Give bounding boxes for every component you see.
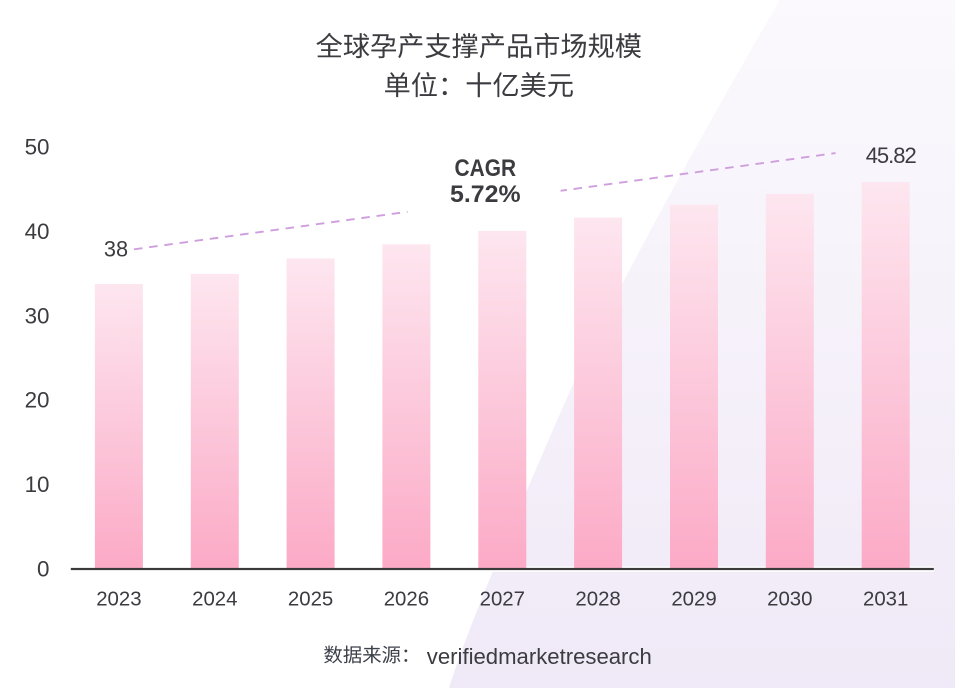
svg-text:2028: 2028 xyxy=(575,588,620,610)
svg-text:40: 40 xyxy=(25,219,50,244)
svg-text:2023: 2023 xyxy=(96,588,141,610)
svg-text:0: 0 xyxy=(37,556,49,581)
svg-text:5.72%: 5.72% xyxy=(450,181,521,208)
svg-text:20: 20 xyxy=(25,388,50,413)
svg-text:38: 38 xyxy=(104,237,128,262)
svg-text:CAGR: CAGR xyxy=(455,155,517,182)
svg-text:30: 30 xyxy=(25,303,50,328)
svg-text:2027: 2027 xyxy=(480,588,525,610)
svg-text:50: 50 xyxy=(25,135,50,160)
svg-text:45.82: 45.82 xyxy=(866,143,917,168)
svg-text:2025: 2025 xyxy=(288,588,333,610)
svg-text:2024: 2024 xyxy=(192,588,237,610)
svg-text:2031: 2031 xyxy=(863,588,908,610)
svg-text:2026: 2026 xyxy=(384,588,429,610)
svg-text:verifiedmarketresearch: verifiedmarketresearch xyxy=(427,644,652,669)
svg-text:10: 10 xyxy=(25,472,50,497)
svg-text:2029: 2029 xyxy=(671,588,716,610)
svg-text:2030: 2030 xyxy=(767,588,812,610)
